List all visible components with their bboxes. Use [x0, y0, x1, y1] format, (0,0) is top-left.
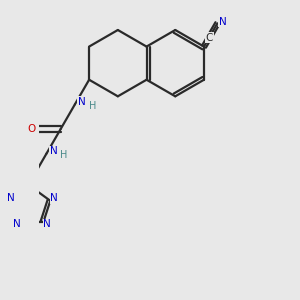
- Text: N: N: [50, 194, 58, 203]
- Text: N: N: [219, 17, 226, 27]
- Text: N: N: [43, 219, 51, 229]
- Text: H: H: [60, 150, 68, 160]
- Text: N: N: [14, 219, 21, 229]
- Text: H: H: [88, 101, 96, 111]
- Text: C: C: [206, 33, 213, 43]
- Text: N: N: [50, 146, 57, 156]
- Text: O: O: [27, 124, 35, 134]
- Text: N: N: [78, 97, 86, 107]
- Text: N: N: [7, 194, 14, 203]
